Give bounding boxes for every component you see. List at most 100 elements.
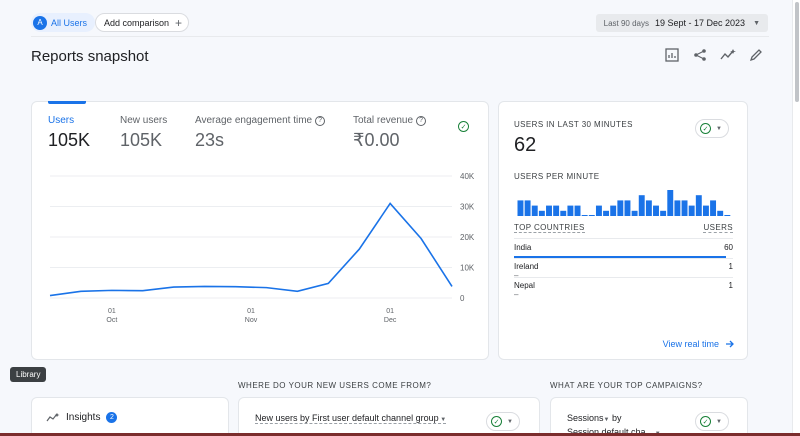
per-minute-bar[interactable] bbox=[645, 200, 652, 216]
per-minute-bar[interactable] bbox=[617, 200, 624, 216]
y-tick-label: 0 bbox=[460, 294, 465, 303]
top-bar: A All Users Add comparison + Last 90 day… bbox=[0, 0, 800, 42]
new-users-metric: New users bbox=[255, 413, 298, 423]
insights-count-badge: 2 bbox=[106, 412, 118, 423]
per-minute-bar[interactable] bbox=[581, 215, 588, 216]
realtime-card: USERS IN LAST 30 MINUTES 62 ✓ ▼ USERS PE… bbox=[498, 101, 748, 360]
per-minute-bar[interactable] bbox=[624, 200, 631, 216]
users-column-label[interactable]: USERS bbox=[703, 223, 733, 233]
page-title: Reports snapshot bbox=[31, 48, 149, 65]
top-countries-label[interactable]: TOP COUNTRIES bbox=[514, 223, 585, 233]
campaigns-question: WHAT ARE YOUR TOP CAMPAIGNS? bbox=[550, 381, 703, 390]
per-minute-bar[interactable] bbox=[717, 210, 724, 216]
caret-down-icon: ▼ bbox=[603, 417, 610, 423]
metric-value: 105K bbox=[48, 130, 91, 150]
campaigns-metric-dropdown[interactable]: Sessions▼ by bbox=[567, 413, 622, 423]
per-minute-bar[interactable] bbox=[653, 205, 659, 216]
caret-down-icon: ▼ bbox=[716, 418, 722, 425]
per-minute-bar[interactable] bbox=[588, 215, 595, 216]
new-users-dimension-dropdown[interactable]: New users by First user default channel … bbox=[255, 413, 447, 424]
country-name: Ireland bbox=[514, 262, 539, 271]
campaigns-check-dropdown[interactable]: ✓ ▼ bbox=[695, 412, 729, 431]
view-realtime-link[interactable]: View real time bbox=[663, 339, 735, 349]
per-minute-bar[interactable] bbox=[681, 200, 688, 216]
help-icon[interactable]: ? bbox=[315, 115, 326, 126]
caret-down-icon: ▼ bbox=[507, 418, 513, 425]
data-quality-check[interactable]: ✓ bbox=[458, 121, 469, 132]
per-minute-bar[interactable] bbox=[524, 200, 531, 216]
per-minute-bar[interactable] bbox=[538, 210, 545, 216]
new-users-question: WHERE DO YOUR NEW USERS COME FROM? bbox=[238, 381, 432, 390]
country-row: India 60 bbox=[514, 243, 733, 252]
per-minute-bar[interactable] bbox=[603, 210, 610, 216]
edit-pencil-icon[interactable] bbox=[748, 47, 764, 63]
add-comparison-button[interactable]: Add comparison + bbox=[95, 13, 190, 32]
per-minute-bar[interactable] bbox=[595, 205, 602, 216]
per-minute-bar[interactable] bbox=[631, 210, 638, 216]
realtime-title: USERS IN LAST 30 MINUTES bbox=[514, 120, 633, 129]
x-tick-label: Nov bbox=[245, 317, 258, 324]
page-scrollbar[interactable] bbox=[792, 0, 800, 436]
per-minute-bar[interactable] bbox=[710, 200, 717, 216]
metric-value: ₹0.00 bbox=[353, 130, 400, 150]
country-users: 1 bbox=[728, 262, 733, 271]
per-minute-bar[interactable] bbox=[610, 205, 617, 216]
country-row: Ireland 1 bbox=[514, 262, 733, 271]
view-realtime-label: View real time bbox=[662, 339, 719, 349]
per-minute-bar[interactable] bbox=[560, 210, 567, 216]
active-metric-indicator bbox=[48, 101, 86, 104]
metric-label: Total revenue bbox=[353, 115, 414, 126]
per-minute-bar[interactable] bbox=[667, 190, 674, 216]
per-minute-bar[interactable] bbox=[702, 205, 709, 216]
header-divider bbox=[31, 36, 769, 37]
share-icon[interactable] bbox=[692, 47, 708, 63]
per-minute-bar[interactable] bbox=[688, 205, 695, 216]
per-minute-bar[interactable] bbox=[660, 210, 667, 216]
per-minute-bar[interactable] bbox=[531, 205, 538, 216]
campaigns-metric: Sessions bbox=[567, 413, 604, 423]
top-countries-header: TOP COUNTRIES USERS bbox=[514, 223, 733, 233]
per-minute-bar[interactable] bbox=[567, 205, 574, 216]
metric-engagement-time[interactable]: Average engagement time? 23s bbox=[195, 115, 326, 151]
insights-card[interactable]: Insights 2 bbox=[31, 397, 229, 436]
scrollbar-thumb[interactable] bbox=[795, 2, 799, 102]
series-line-users bbox=[49, 202, 453, 297]
per-minute-bar[interactable] bbox=[546, 205, 552, 216]
share-bar-small: – bbox=[514, 290, 519, 299]
customize-report-icon[interactable] bbox=[664, 47, 680, 63]
date-range-picker[interactable]: Last 90 days 19 Sept - 17 Dec 2023 ▼ bbox=[595, 14, 768, 32]
overview-card: Users 105K New users 105K Average engage… bbox=[31, 101, 489, 360]
x-tick-label: 01 bbox=[108, 308, 116, 315]
segment-chip[interactable]: A All Users bbox=[31, 13, 96, 32]
x-tick-label: 01 bbox=[386, 308, 394, 315]
per-minute-bar[interactable] bbox=[638, 195, 645, 216]
country-users: 60 bbox=[724, 243, 733, 252]
share-bar-small: – bbox=[514, 271, 519, 280]
arrow-right-icon bbox=[726, 340, 734, 348]
y-tick-label: 40K bbox=[460, 172, 475, 181]
metric-label: New users bbox=[120, 115, 168, 126]
realtime-check-dropdown[interactable]: ✓ ▼ bbox=[695, 119, 729, 138]
metric-users[interactable]: Users 105K bbox=[48, 115, 90, 151]
per-minute-bar[interactable] bbox=[724, 215, 731, 216]
metric-new-users[interactable]: New users 105K bbox=[120, 115, 167, 151]
insights-sparkle-icon[interactable] bbox=[720, 47, 736, 63]
per-minute-bar[interactable] bbox=[695, 195, 702, 216]
new-users-check-dropdown[interactable]: ✓ ▼ bbox=[486, 412, 520, 431]
campaigns-by: by bbox=[609, 413, 622, 423]
per-minute-bar[interactable] bbox=[517, 200, 524, 216]
y-tick-label: 20K bbox=[460, 233, 475, 242]
metric-total-revenue[interactable]: Total revenue? ₹0.00 bbox=[353, 115, 427, 151]
per-minute-bar[interactable] bbox=[574, 205, 581, 216]
per-minute-bar[interactable] bbox=[674, 200, 681, 216]
metric-value: 105K bbox=[120, 130, 163, 150]
help-icon[interactable]: ? bbox=[416, 115, 427, 126]
window-bottom-edge bbox=[0, 433, 800, 436]
country-share-bar bbox=[514, 256, 726, 258]
x-tick-label: 01 bbox=[247, 308, 255, 315]
per-minute-bar[interactable] bbox=[553, 205, 560, 216]
x-tick-label: Oct bbox=[106, 317, 117, 324]
divider bbox=[514, 277, 733, 278]
new-users-card: New users by First user default channel … bbox=[238, 397, 540, 436]
per-minute-bar-chart bbox=[517, 190, 731, 216]
